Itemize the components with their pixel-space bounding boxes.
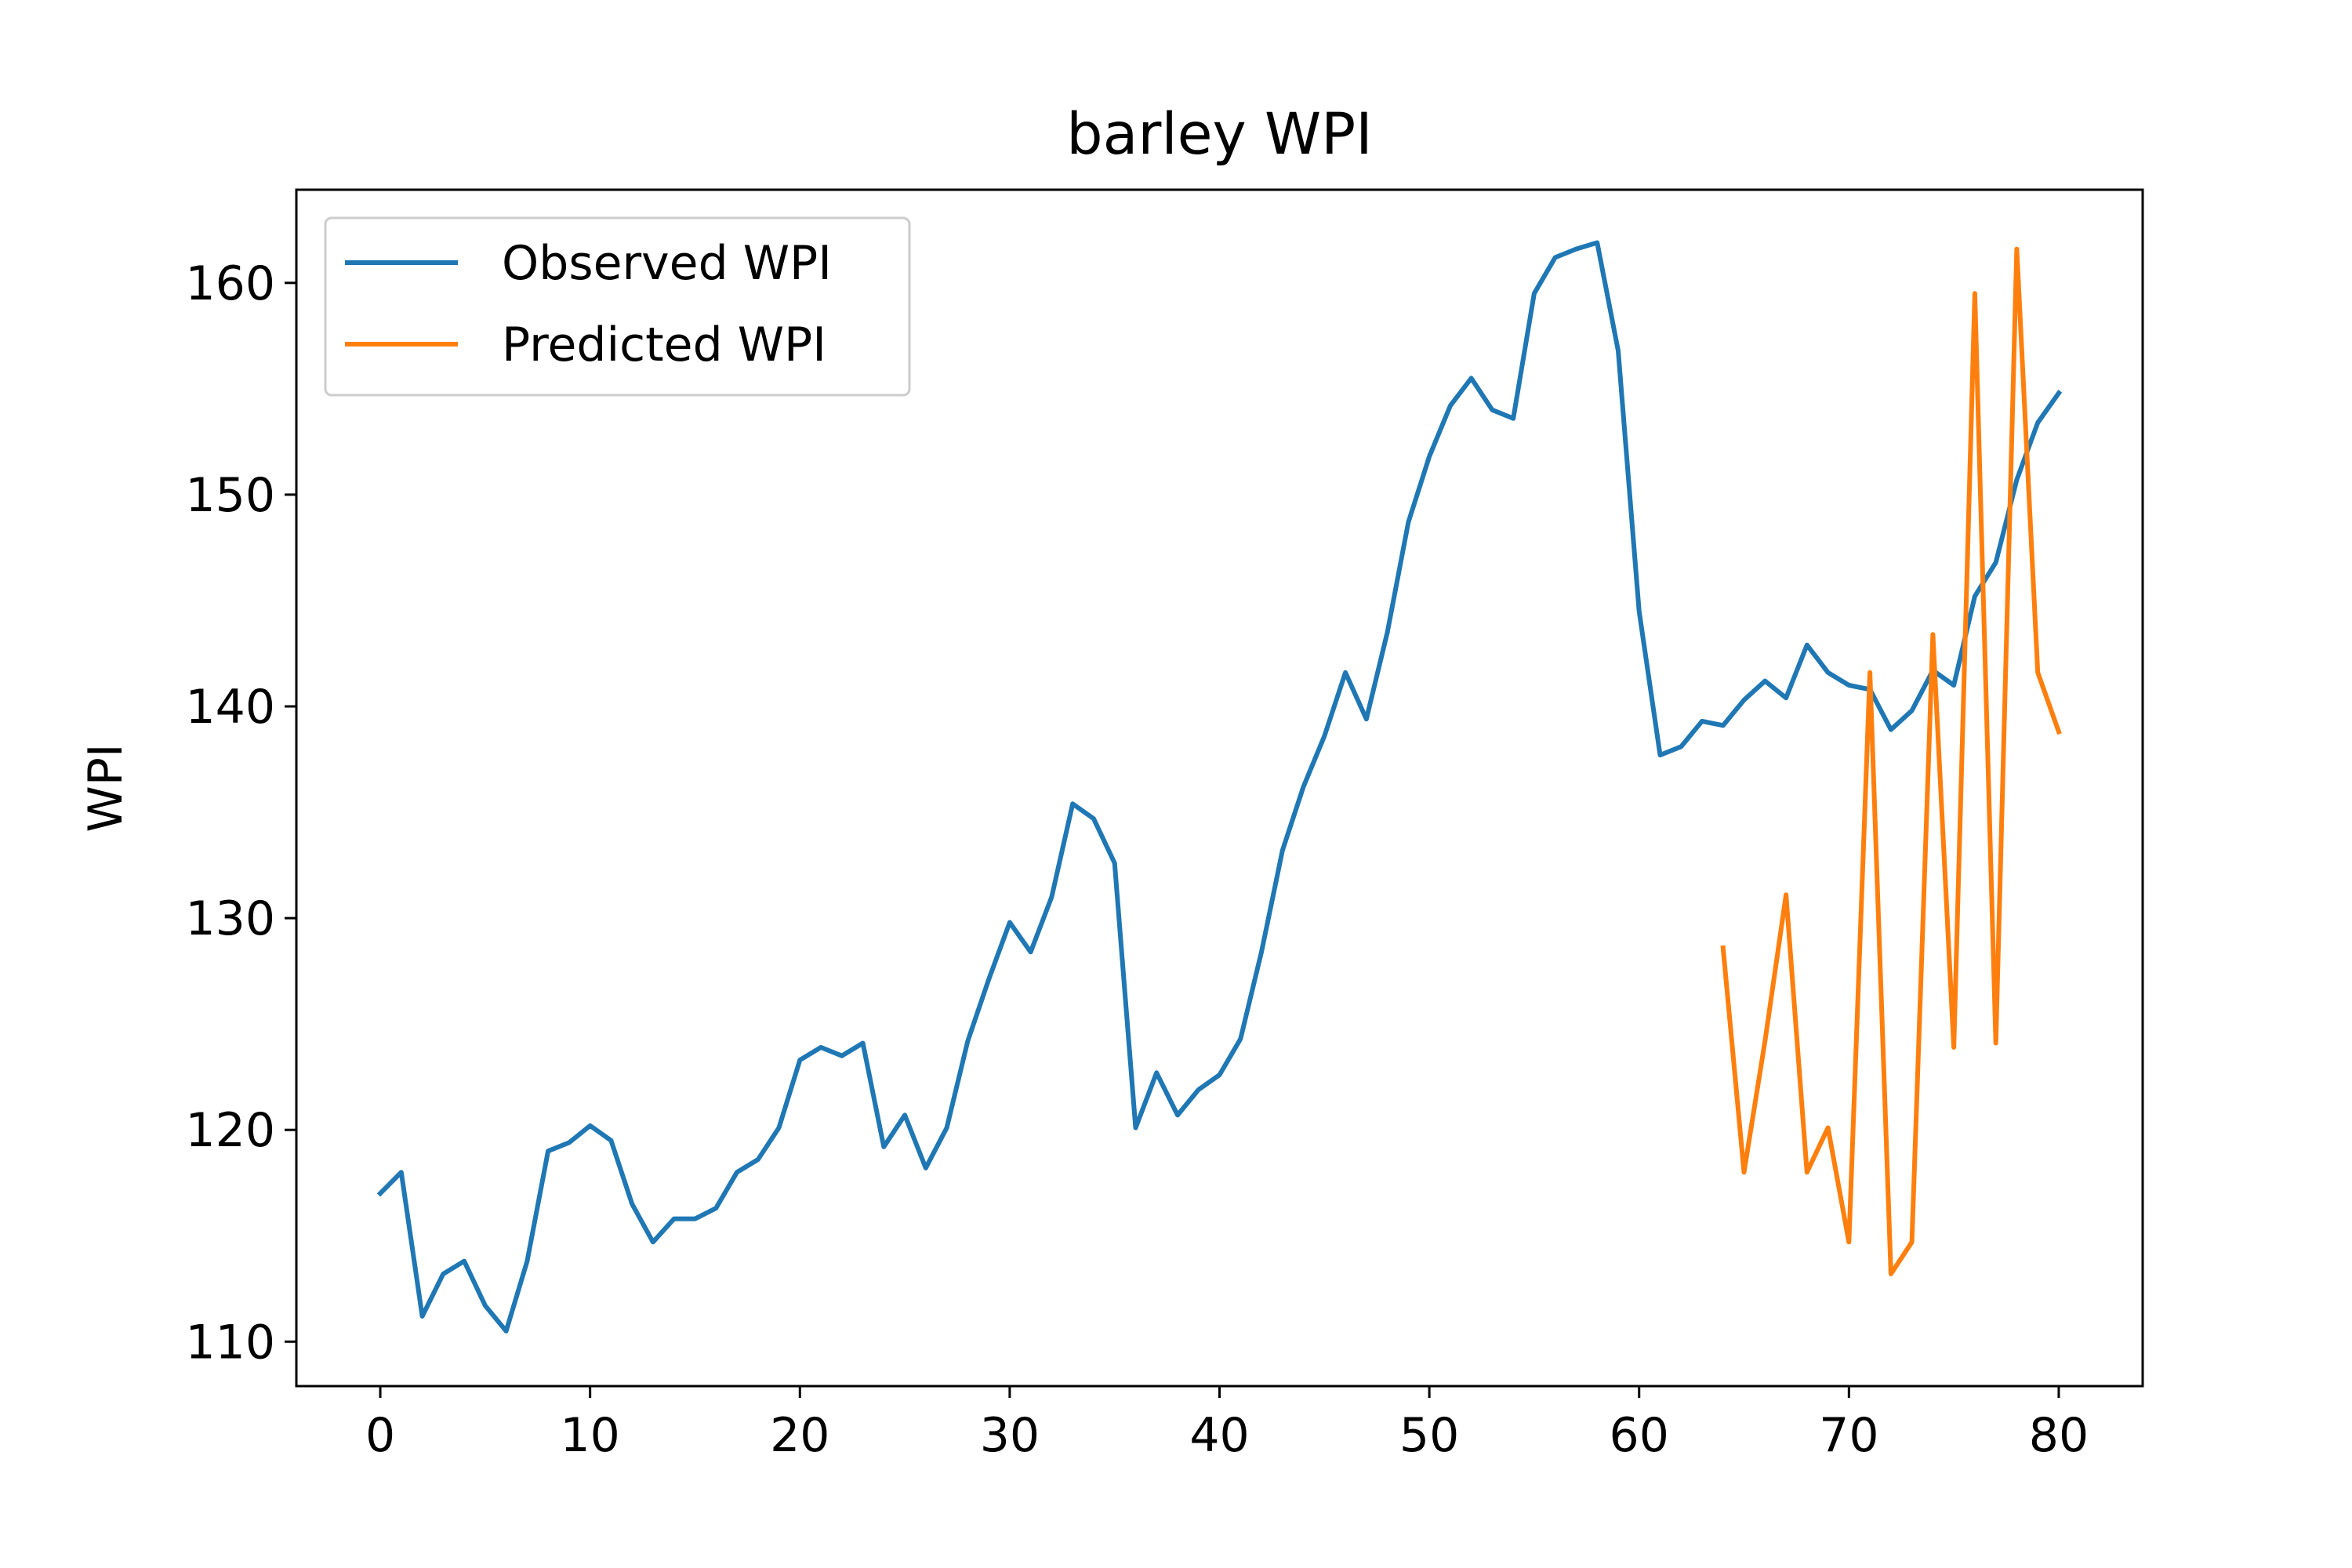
legend-label-1: Observed WPI <box>502 236 832 291</box>
x-axis: 0 10 20 30 40 50 60 70 80 <box>365 1386 2089 1463</box>
series-line-1 <box>376 240 2063 1334</box>
y-tick-label: 140 <box>185 680 275 735</box>
y-tick-label: 120 <box>185 1103 275 1158</box>
x-tick-label: 20 <box>770 1408 829 1463</box>
legend-box <box>324 216 911 397</box>
x-tick-label: 10 <box>560 1408 619 1463</box>
y-axis: 110 120 130 140 150 160 <box>185 256 296 1370</box>
y-tick-label: 110 <box>185 1315 275 1370</box>
series-line-2 <box>1720 246 2062 1276</box>
y-tick-label: 130 <box>185 891 275 946</box>
legend: Observed WPI Predicted WPI <box>324 216 911 397</box>
x-tick-label: 30 <box>980 1408 1040 1463</box>
x-tick-label: 80 <box>2029 1408 2089 1463</box>
x-tick-label: 60 <box>1610 1408 1669 1463</box>
y-tick-label: 150 <box>185 468 275 523</box>
x-tick-label: 70 <box>1819 1408 1878 1463</box>
x-tick-label: 50 <box>1399 1408 1459 1463</box>
x-tick-label: 0 <box>365 1408 395 1463</box>
y-axis-label: WPI <box>78 743 133 832</box>
series-layer <box>376 240 2063 1334</box>
x-tick-label: 40 <box>1189 1408 1249 1463</box>
legend-label-2: Predicted WPI <box>502 318 826 372</box>
y-tick-label: 160 <box>185 256 275 311</box>
chart-title: barley WPI <box>1066 101 1372 168</box>
